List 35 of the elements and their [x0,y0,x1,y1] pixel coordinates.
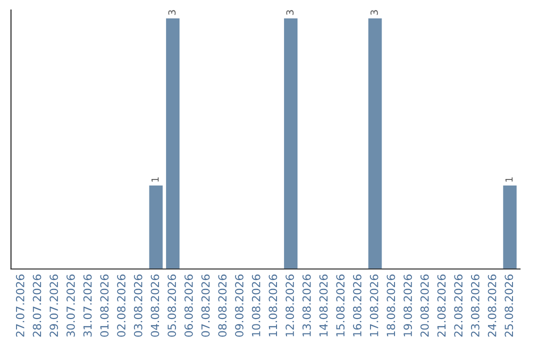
x-tick-label: 17.08.2026 [370,274,378,336]
x-tick-label: 02.08.2026 [117,274,126,337]
x-tick-label: 23.08.2026 [471,274,480,337]
x-tick-label: 10.08.2026 [252,274,260,336]
x-tick-label: 25.08.2026 [504,274,514,337]
data-label: 1 [152,177,159,182]
x-tick-label: 12.08.2026 [286,274,294,336]
x-tick-label: 07.08.2026 [201,274,210,337]
x-tick-label: 11.08.2026 [268,274,278,336]
x-tick-label: 21.08.2026 [437,274,446,337]
x-tick-label: 05.08.2026 [168,274,176,337]
x-tick-label: 13.08.2026 [302,274,311,336]
x-tick-label: 15.08.2026 [336,274,345,336]
x-tick-label: 29.07.2026 [50,274,58,337]
x-tick-label: 30.07.2026 [66,274,75,337]
x-tick-label: 09.08.2026 [235,274,244,337]
x-tick-label: 18.08.2026 [386,274,396,336]
x-tick-label: 16.08.2026 [353,274,362,336]
data-label: 3 [370,10,378,15]
x-tick-label: 08.08.2026 [218,274,227,337]
x-tick-label: 20.08.2026 [420,274,429,337]
x-tick-label: 31.07.2026 [83,274,92,337]
x-tick-label: 22.08.2026 [454,274,463,337]
x-tick-label: 06.08.2026 [184,274,193,337]
data-label: 3 [168,10,176,15]
x-tick-label: 01.08.2026 [100,274,109,337]
x-tick-label: 19.08.2026 [404,274,412,336]
x-tick-label: 24.08.2026 [488,274,496,337]
x-tick-label: 14.08.2026 [319,274,328,336]
x-tick-label: 28.07.2026 [32,274,42,337]
data-label: 3 [286,10,294,15]
x-tick-label: 03.08.2026 [134,274,142,337]
x-tick-label: 04.08.2026 [150,274,160,337]
data-label: 1 [505,177,513,182]
x-tick-label: 27.07.2026 [16,274,24,337]
